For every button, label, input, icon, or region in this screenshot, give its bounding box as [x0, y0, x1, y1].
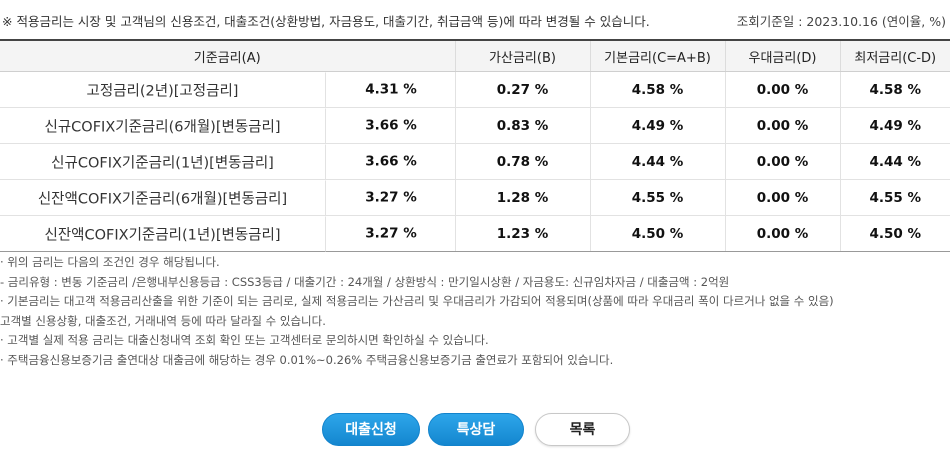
rate-name-text: 신규COFIX기준금리(6개월)[변동금리] — [44, 119, 281, 135]
header-base-rate: 기준금리(A) — [0, 39, 455, 72]
table-header-row: 기준금리(A) 가산금리(B) 기본금리(C=A+B) 우대금리(D) 최저금리… — [0, 39, 950, 72]
spread-rate-cell: 0.27 % — [454, 71, 590, 108]
note-line: · 기본금리는 대고객 적용금리산출을 위한 기준이 되는 금리로, 실제 적용… — [0, 294, 834, 309]
rate-name-text: 신규COFIX기준금리(1년)[변동금리] — [51, 155, 274, 171]
notice-bar: ※ 적용금리는 시장 및 고객님의 신용조건, 대출조건(상환방법, 자금용도,… — [2, 11, 948, 29]
note-line: · 고객별 실제 적용 금리는 대출신청내역 조회 확인 또는 고객센터로 문의… — [0, 333, 489, 348]
rate-name-text: 고정금리(2년)[고정금리] — [86, 83, 239, 99]
base-rate-value: 3.66 % — [325, 144, 456, 179]
preferential-rate-cell: 0.00 % — [724, 179, 840, 216]
minimum-rate-cell: 4.44 % — [839, 143, 950, 180]
header-spread-rate: 가산금리(B) — [454, 39, 590, 72]
basic-rate-cell: 4.55 % — [589, 179, 725, 216]
preferential-rate-cell: 0.00 % — [724, 107, 840, 144]
spread-rate-cell: 0.78 % — [454, 143, 590, 180]
base-rate-value: 3.27 % — [325, 180, 456, 215]
note-line: · 위의 금리는 다음의 조건인 경우 해당됩니다. — [0, 255, 220, 269]
rate-name-cell: 신잔액COFIX기준금리(1년)[변동금리] 3.27 % — [0, 215, 456, 252]
reference-date: 조회기준일 : 2023.10.16 (연이율, %) — [736, 14, 946, 29]
table-row: 고정금리(2년)[고정금리] 4.31 % 0.27 % 4.58 % 0.00 … — [0, 71, 950, 108]
spread-rate-cell: 1.23 % — [454, 215, 590, 252]
minimum-rate-cell: 4.58 % — [839, 71, 950, 108]
preferential-rate-cell: 0.00 % — [724, 215, 840, 252]
base-rate-value: 4.31 % — [325, 72, 456, 107]
rate-notice: ※ 적용금리는 시장 및 고객님의 신용조건, 대출조건(상환방법, 자금용도,… — [2, 14, 650, 29]
loan-apply-button[interactable]: 대출신청 — [322, 413, 420, 446]
table-row: 신잔액COFIX기준금리(6개월)[변동금리] 3.27 % 1.28 % 4.5… — [0, 179, 950, 216]
note-line: · 주택금융신용보증기금 출연대상 대출금에 해당하는 경우 0.01%~0.2… — [0, 352, 614, 367]
rate-name-text: 신잔액COFIX기준금리(1년)[변동금리] — [44, 227, 281, 243]
basic-rate-cell: 4.58 % — [589, 71, 725, 108]
spread-rate-cell: 0.83 % — [454, 107, 590, 144]
note-line: 고객별 신용상황, 대출조건, 거래내역 등에 따라 달라질 수 있습니다. — [0, 313, 326, 328]
rate-notes: · 위의 금리는 다음의 조건인 경우 해당됩니다. - 금리유형 : 변동 기… — [0, 253, 950, 371]
table-row: 신잔액COFIX기준금리(1년)[변동금리] 3.27 % 1.23 % 4.50… — [0, 215, 950, 252]
list-button[interactable]: 목록 — [535, 413, 630, 446]
rate-name-cell: 신잔액COFIX기준금리(6개월)[변동금리] 3.27 % — [0, 179, 456, 216]
table-row: 신규COFIX기준금리(1년)[변동금리] 3.66 % 0.78 % 4.44 … — [0, 143, 950, 180]
preferential-rate-cell: 0.00 % — [724, 71, 840, 108]
note-line: - 금리유형 : 변동 기준금리 /은행내부신용등급 : CSS3등급 / 대출… — [0, 274, 730, 289]
special-consult-button[interactable]: 특상담 — [428, 413, 524, 446]
minimum-rate-cell: 4.55 % — [839, 179, 950, 216]
rate-name-cell: 고정금리(2년)[고정금리] 4.31 % — [0, 71, 456, 108]
rate-name-cell: 신규COFIX기준금리(1년)[변동금리] 3.66 % — [0, 143, 456, 180]
basic-rate-cell: 4.44 % — [589, 143, 725, 180]
base-rate-value: 3.66 % — [325, 108, 456, 143]
action-buttons: 대출신청 특상담 목록 — [0, 413, 951, 447]
preferential-rate-cell: 0.00 % — [724, 143, 840, 180]
header-minimum-rate: 최저금리(C-D) — [839, 39, 950, 72]
spread-rate-cell: 1.28 % — [454, 179, 590, 216]
basic-rate-cell: 4.50 % — [589, 215, 725, 252]
basic-rate-cell: 4.49 % — [589, 107, 725, 144]
minimum-rate-cell: 4.50 % — [839, 215, 950, 252]
rate-name-text: 신잔액COFIX기준금리(6개월)[변동금리] — [37, 191, 288, 207]
header-preferential-rate: 우대금리(D) — [724, 39, 840, 72]
rate-name-cell: 신규COFIX기준금리(6개월)[변동금리] 3.66 % — [0, 107, 456, 144]
rate-table: 기준금리(A) 가산금리(B) 기본금리(C=A+B) 우대금리(D) 최저금리… — [0, 39, 950, 252]
table-row: 신규COFIX기준금리(6개월)[변동금리] 3.66 % 0.83 % 4.49… — [0, 107, 950, 144]
base-rate-value: 3.27 % — [325, 216, 456, 251]
minimum-rate-cell: 4.49 % — [839, 107, 950, 144]
header-basic-rate: 기본금리(C=A+B) — [589, 39, 725, 72]
